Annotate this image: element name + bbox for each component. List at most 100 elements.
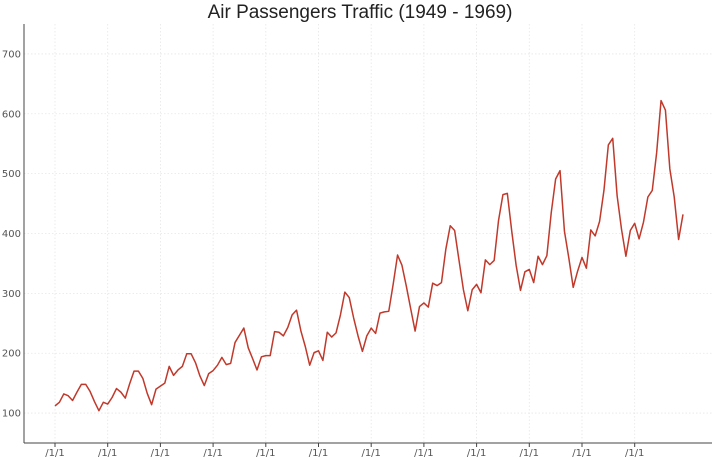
data-point — [128, 383, 130, 385]
data-point — [655, 151, 657, 153]
data-point — [528, 268, 530, 270]
data-point — [616, 195, 618, 197]
data-point — [511, 230, 513, 232]
data-point — [453, 229, 455, 231]
data-point — [155, 388, 157, 390]
data-point — [164, 382, 166, 384]
data-point — [120, 391, 122, 393]
data-point — [287, 326, 289, 328]
series-line-air-passengers — [54, 99, 684, 412]
data-point — [423, 302, 425, 304]
data-point — [489, 263, 491, 265]
data-point — [203, 384, 205, 386]
data-point — [541, 263, 543, 265]
data-point — [339, 314, 341, 316]
data-point — [436, 284, 438, 286]
data-point — [590, 229, 592, 231]
data-point — [440, 281, 442, 283]
data-point — [537, 255, 539, 257]
x-tick-label: /1/1 — [467, 448, 486, 459]
data-point — [71, 399, 73, 401]
x-tick-label: /1/1 — [572, 448, 591, 459]
data-point — [194, 362, 196, 364]
data-point — [598, 220, 600, 222]
data-point — [216, 364, 218, 366]
data-point — [467, 310, 469, 312]
data-point — [361, 350, 363, 352]
data-point — [199, 375, 201, 377]
data-point — [172, 374, 174, 376]
x-tick-label: /1/1 — [203, 448, 222, 459]
data-point — [651, 189, 653, 191]
data-point — [111, 396, 113, 398]
data-point — [388, 310, 390, 312]
y-tick-label: 600 — [2, 109, 21, 120]
data-point — [515, 264, 517, 266]
data-point — [273, 330, 275, 332]
data-point — [603, 189, 605, 191]
data-point — [137, 370, 139, 372]
data-point — [326, 331, 328, 333]
data-point — [247, 347, 249, 349]
data-point — [396, 254, 398, 256]
data-point — [256, 369, 258, 371]
data-point — [225, 363, 227, 365]
data-point — [291, 314, 293, 316]
data-point — [313, 351, 315, 353]
data-point — [58, 401, 60, 403]
data-point — [405, 285, 407, 287]
data-point — [647, 196, 649, 198]
data-point — [401, 264, 403, 266]
data-point — [431, 282, 433, 284]
grid — [24, 24, 712, 443]
data-point — [85, 383, 87, 385]
data-point — [102, 401, 104, 403]
data-point — [212, 369, 214, 371]
data-point — [93, 400, 95, 402]
data-point — [234, 341, 236, 343]
data-point — [682, 213, 684, 215]
data-point — [265, 354, 267, 356]
data-point — [427, 306, 429, 308]
data-point — [550, 211, 552, 213]
data-point — [497, 219, 499, 221]
data-point — [295, 309, 297, 311]
data-point — [462, 289, 464, 291]
data-point — [519, 289, 521, 291]
data-point — [559, 169, 561, 171]
data-point — [410, 308, 412, 310]
data-point — [251, 357, 253, 359]
series — [54, 99, 684, 412]
data-point — [115, 387, 117, 389]
x-ticks: /1/1/1/1/1/1/1/1/1/1/1/1/1/1/1/1/1/1/1/1… — [45, 448, 644, 459]
data-point — [150, 403, 152, 405]
data-point — [80, 383, 82, 385]
data-point — [493, 259, 495, 261]
data-point — [344, 291, 346, 293]
data-point — [625, 255, 627, 257]
data-point — [208, 372, 210, 374]
data-point — [335, 332, 337, 334]
data-point — [642, 221, 644, 223]
data-point — [502, 193, 504, 195]
data-point — [124, 397, 126, 399]
data-point — [484, 259, 486, 261]
data-point — [568, 257, 570, 259]
data-point — [357, 335, 359, 337]
data-point — [673, 196, 675, 198]
data-point — [190, 353, 192, 355]
data-point — [506, 192, 508, 194]
data-point — [607, 144, 609, 146]
data-point — [392, 283, 394, 285]
y-tick-label: 200 — [2, 349, 21, 360]
data-point — [269, 354, 271, 356]
data-point — [309, 364, 311, 366]
x-tick-label: /1/1 — [309, 448, 328, 459]
data-point — [414, 330, 416, 332]
data-point — [146, 392, 148, 394]
data-point — [330, 336, 332, 338]
data-point — [594, 235, 596, 237]
data-point — [445, 248, 447, 250]
y-tick-label: 100 — [2, 409, 21, 420]
data-point — [612, 137, 614, 139]
